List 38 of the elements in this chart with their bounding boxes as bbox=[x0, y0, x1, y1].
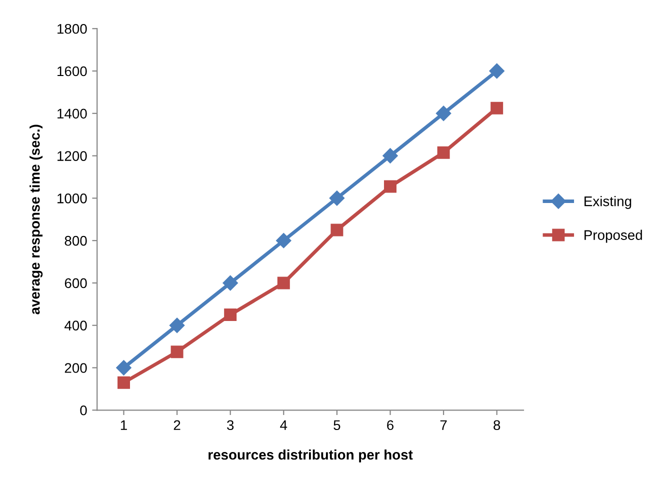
x-tick-label: 6 bbox=[387, 420, 394, 430]
y-tick-label: 1200 bbox=[58, 151, 87, 161]
x-tick-label: 8 bbox=[494, 420, 500, 430]
y-tick-label: 600 bbox=[64, 278, 87, 288]
x-tick-label: 3 bbox=[227, 420, 234, 430]
point bbox=[276, 233, 292, 248]
point bbox=[170, 346, 184, 358]
point bbox=[224, 308, 237, 322]
point bbox=[490, 102, 504, 114]
y-tick-label: 400 bbox=[64, 320, 87, 331]
point bbox=[330, 224, 344, 236]
point bbox=[277, 276, 290, 290]
point bbox=[436, 106, 452, 121]
x-axis-title: resources distribution per host bbox=[208, 449, 413, 462]
point bbox=[382, 148, 398, 164]
legend-label: Existing bbox=[584, 196, 632, 209]
point bbox=[384, 180, 396, 193]
point bbox=[222, 275, 238, 291]
point bbox=[117, 376, 130, 389]
y-tick-label: 1600 bbox=[58, 66, 87, 76]
point bbox=[329, 190, 345, 206]
point bbox=[169, 318, 185, 333]
y-tick-label: 1800 bbox=[58, 24, 87, 34]
point bbox=[489, 63, 504, 79]
y-tick-label: 200 bbox=[64, 363, 87, 373]
point bbox=[437, 146, 450, 159]
y-tick-label: 0 bbox=[80, 405, 87, 416]
point bbox=[116, 360, 132, 376]
y-tick-label: 1000 bbox=[58, 194, 87, 204]
y-tick-label: 1400 bbox=[58, 108, 87, 119]
x-tick-label: 5 bbox=[334, 420, 340, 430]
x-tick-label: 7 bbox=[440, 420, 447, 430]
legend-label: Proposed bbox=[584, 230, 642, 243]
x-tick-label: 1 bbox=[120, 420, 127, 430]
x-tick-label: 2 bbox=[174, 420, 180, 430]
y-axis-title: average response time (sec.) bbox=[30, 124, 43, 314]
y-tick-label: 800 bbox=[64, 236, 87, 246]
x-tick-label: 4 bbox=[280, 420, 288, 430]
